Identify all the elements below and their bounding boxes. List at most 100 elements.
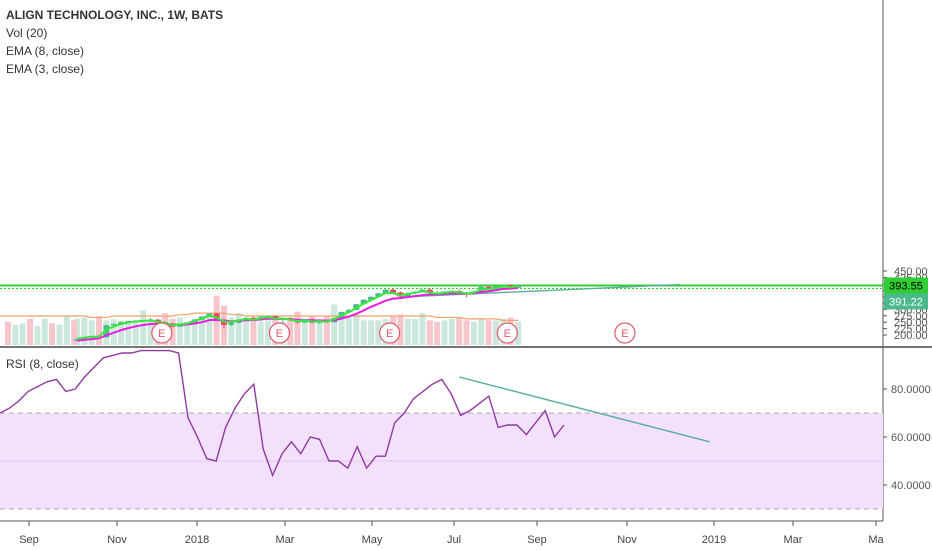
volume-ma-line	[0, 312, 518, 321]
volume-bar	[456, 317, 463, 345]
earnings-marker-label: E	[504, 328, 511, 340]
last-price-badge	[884, 293, 928, 310]
volume-bar	[368, 320, 374, 345]
volume-bar	[71, 320, 78, 345]
price-trendline	[400, 283, 680, 298]
volume-bar	[441, 320, 448, 345]
volume-bar	[309, 316, 316, 345]
earnings-marker	[496, 322, 518, 344]
volume-bar	[397, 314, 404, 345]
earnings-marker	[379, 322, 401, 344]
time-tick-label: 2019	[702, 534, 726, 546]
rsi-trendline	[459, 376, 710, 443]
rsi-tick-label: 80.0000	[891, 384, 931, 396]
volume-bar	[191, 318, 198, 345]
volume-bar	[243, 320, 250, 345]
candle-body	[368, 296, 374, 300]
volume-bar	[63, 316, 70, 345]
volume-bar	[287, 317, 294, 345]
volume-bar	[515, 321, 521, 345]
time-tick-label: Ma	[868, 534, 884, 546]
volume-bar	[12, 324, 19, 345]
price-tick-label: 200.00	[894, 330, 928, 342]
volume-bar	[485, 320, 492, 345]
legend-vol: Vol (20)	[6, 26, 48, 40]
volume-bar	[426, 320, 433, 345]
volume-bar	[198, 318, 205, 345]
volume-bar	[228, 317, 235, 345]
volume-bar	[470, 321, 477, 345]
volume-bar	[140, 310, 147, 345]
candle-body	[228, 322, 235, 325]
volume-bar	[5, 321, 11, 345]
ema8-line	[76, 286, 519, 342]
volume-bar	[96, 316, 103, 345]
volume-bar	[250, 318, 257, 345]
symbol-title: ALIGN TECHNOLOGY, INC., 1W, BATS	[6, 8, 224, 22]
earnings-marker	[151, 322, 173, 344]
volume-bar	[257, 321, 264, 345]
time-tick-label: Sep	[19, 534, 39, 546]
volume-bar	[448, 318, 455, 345]
rsi-line	[0, 349, 565, 478]
volume-bar	[147, 318, 154, 345]
ema3-line	[76, 285, 519, 340]
earnings-marker-label: E	[276, 328, 283, 340]
time-tick-label: Mar	[784, 534, 803, 546]
volume-bar	[345, 317, 352, 345]
price-tick-label: 225.00	[894, 324, 928, 336]
volume-bar	[27, 318, 34, 345]
hline-price-badge	[884, 277, 928, 294]
rsi-legend: RSI (8, close)	[6, 357, 79, 371]
candle-body	[360, 299, 367, 305]
candle-body	[382, 289, 389, 294]
volume-bar	[206, 316, 213, 345]
legend-ema8: EMA (8, close)	[6, 44, 85, 58]
earnings-marker-label: E	[158, 328, 165, 340]
candle-body	[272, 316, 279, 320]
volume-bar	[463, 320, 470, 345]
volume-bar	[323, 316, 330, 345]
volume-bar	[235, 313, 242, 345]
volume-bar	[176, 317, 183, 345]
volume-bar	[88, 320, 95, 345]
time-tick-label: 2018	[185, 534, 209, 546]
candle-body	[390, 289, 397, 293]
time-tick-label: Nov	[617, 534, 637, 546]
volume-bar	[19, 323, 26, 345]
candle-body	[375, 293, 382, 297]
volume-bar	[434, 321, 441, 345]
volume-bar	[331, 304, 338, 345]
rsi-tick-label: 40.0000	[891, 480, 931, 492]
legend-ema3: EMA (3, close)	[6, 62, 85, 76]
chart-legend: ALIGN TECHNOLOGY, INC., 1W, BATS Vol (20…	[6, 6, 223, 78]
candle-body	[345, 309, 352, 312]
time-tick-label: Mar	[276, 534, 295, 546]
volume-bar	[118, 320, 125, 345]
volume-bar	[169, 318, 176, 345]
volume-bar	[294, 311, 301, 345]
volume-bar	[353, 313, 360, 345]
last-price-label: 391.22	[889, 296, 923, 308]
volume-bar	[49, 323, 56, 345]
volume-bar	[41, 318, 48, 345]
rsi-tick-label: 60.0000	[891, 432, 931, 444]
volume-bar	[404, 318, 411, 345]
earnings-marker	[268, 322, 291, 344]
volume-bar	[316, 320, 323, 345]
candle-body	[103, 325, 110, 338]
volume-bar	[412, 318, 419, 345]
earnings-marker	[614, 322, 636, 344]
volume-bar	[301, 320, 308, 345]
volume-bar	[360, 320, 367, 345]
volume-bar	[265, 320, 272, 345]
price-tick-label: 250.00	[894, 317, 928, 329]
candle-body	[485, 286, 492, 290]
volume-bar	[34, 326, 41, 345]
time-tick-label: Sep	[527, 534, 547, 546]
volume-bar	[125, 320, 132, 345]
volume-bar	[419, 313, 426, 345]
volume-bar	[81, 317, 88, 345]
volume-bar	[56, 324, 63, 345]
